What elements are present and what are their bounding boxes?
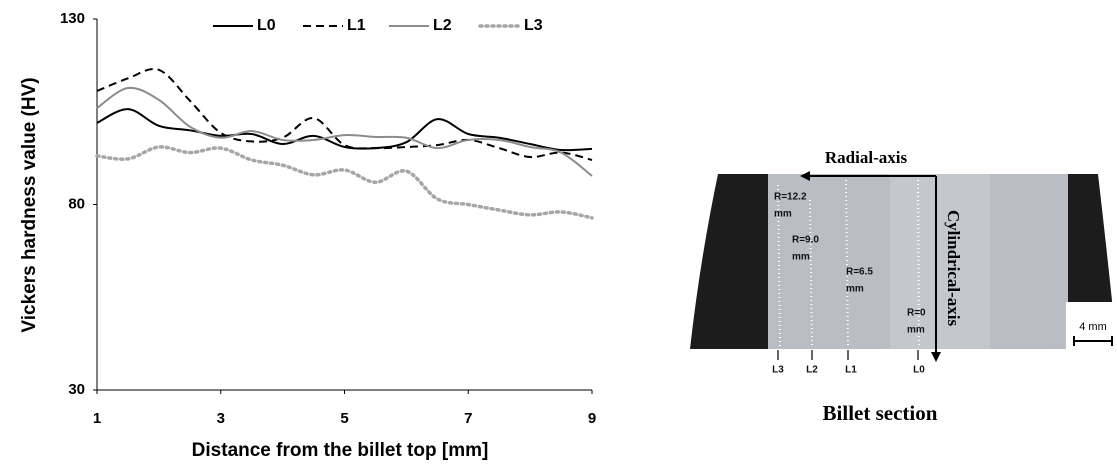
y-tick-label: 30 <box>68 381 85 398</box>
x-tick-label: 1 <box>93 410 101 427</box>
scale-bar-label: 4 mm <box>1079 321 1107 333</box>
legend-label: L3 <box>524 17 543 34</box>
legend-label: L1 <box>347 17 366 34</box>
series-line <box>96 67 593 161</box>
radius-label: mm <box>792 252 810 263</box>
radius-label: R=0 <box>907 308 926 319</box>
x-tick-label: 5 <box>340 410 348 427</box>
y-tick-label: 130 <box>60 10 85 27</box>
x-tick-label: 3 <box>217 410 225 427</box>
x-tick-label: 9 <box>588 410 596 427</box>
series-line <box>96 108 593 152</box>
billet-photo <box>690 171 1117 362</box>
radius-label: mm <box>846 284 864 295</box>
x-tick-label: 7 <box>464 410 472 427</box>
cylindrical-axis-label: Cylindrical-axis <box>944 210 963 327</box>
line-label: L1 <box>845 365 857 376</box>
radius-label: R=9.0 <box>792 235 819 246</box>
billet-title: Billet section <box>823 401 938 425</box>
line-label: L3 <box>772 365 784 376</box>
x-axis-label: Distance from the billet top [mm] <box>192 440 489 461</box>
y-axis-label: Vickers hardness value (HV) <box>19 77 40 332</box>
radius-label: R=6.5 <box>846 267 873 278</box>
radius-label: mm <box>774 209 792 220</box>
legend-label: L2 <box>433 17 452 34</box>
legend-label: L0 <box>257 17 276 34</box>
series-line <box>96 86 593 177</box>
radius-label: mm <box>907 325 925 336</box>
line-label: L2 <box>806 365 818 376</box>
line-label: L0 <box>913 365 925 376</box>
radial-axis-label: Radial-axis <box>825 148 908 167</box>
y-tick-label: 80 <box>68 195 85 212</box>
radius-label: R=12.2 <box>774 192 807 203</box>
series-line <box>95 145 594 220</box>
